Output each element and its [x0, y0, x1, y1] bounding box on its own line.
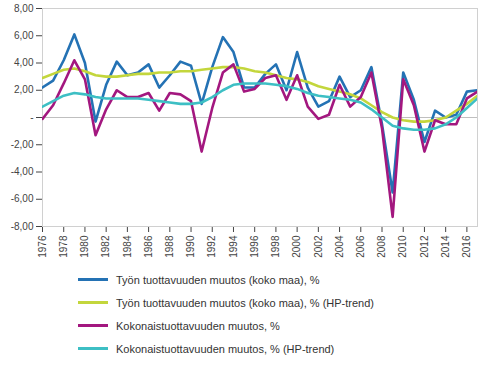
svg-text:2,00: 2,00	[14, 84, 34, 95]
svg-text:1978: 1978	[58, 235, 69, 258]
svg-text:1982: 1982	[100, 235, 111, 258]
svg-text:6,00: 6,00	[14, 30, 34, 41]
svg-text:2004: 2004	[334, 235, 345, 258]
svg-text:1994: 1994	[228, 235, 239, 258]
svg-text:2016: 2016	[461, 235, 472, 258]
svg-text:-2,00: -2,00	[11, 139, 34, 150]
svg-text:-6,00: -6,00	[11, 193, 34, 204]
html-text:Kokonaistuottavuuden muutos, %: Kokonaistuottavuuden muutos, % (HP-trend…	[116, 342, 335, 355]
html-text:Kokonaistuottavuuden muutos, %: Kokonaistuottavuuden muutos, %	[116, 319, 280, 332]
svg-text:1976: 1976	[37, 235, 48, 258]
svg-text:1990: 1990	[185, 235, 196, 258]
svg-text:1992: 1992	[206, 235, 217, 258]
svg-text:4,00: 4,00	[14, 57, 34, 68]
svg-text:2000: 2000	[291, 235, 302, 258]
svg-text:8,00: 8,00	[14, 3, 34, 14]
svg-text:1986: 1986	[143, 235, 154, 258]
svg-text:-4,00: -4,00	[11, 166, 34, 177]
html-text:Työn tuottavuuden muutos (koko: Työn tuottavuuden muutos (koko maa), %	[116, 273, 320, 286]
svg-text:1996: 1996	[249, 235, 260, 258]
svg-text:2006: 2006	[355, 235, 366, 258]
svg-text:1980: 1980	[79, 235, 90, 258]
svg-text:-8,00: -8,00	[11, 221, 34, 232]
svg-text:2008: 2008	[376, 235, 387, 258]
svg-text:1984: 1984	[122, 235, 133, 258]
svg-text:1988: 1988	[164, 235, 175, 258]
html-text:Työn tuottavuuden muutos (koko: Työn tuottavuuden muutos (koko maa), % (…	[116, 296, 374, 309]
svg-text:2002: 2002	[313, 235, 324, 258]
svg-text:2012: 2012	[419, 235, 430, 258]
svg-text:2014: 2014	[440, 235, 451, 258]
svg-text:2010: 2010	[397, 235, 408, 258]
svg-text:-: -	[30, 112, 33, 123]
svg-text:1998: 1998	[270, 235, 281, 258]
